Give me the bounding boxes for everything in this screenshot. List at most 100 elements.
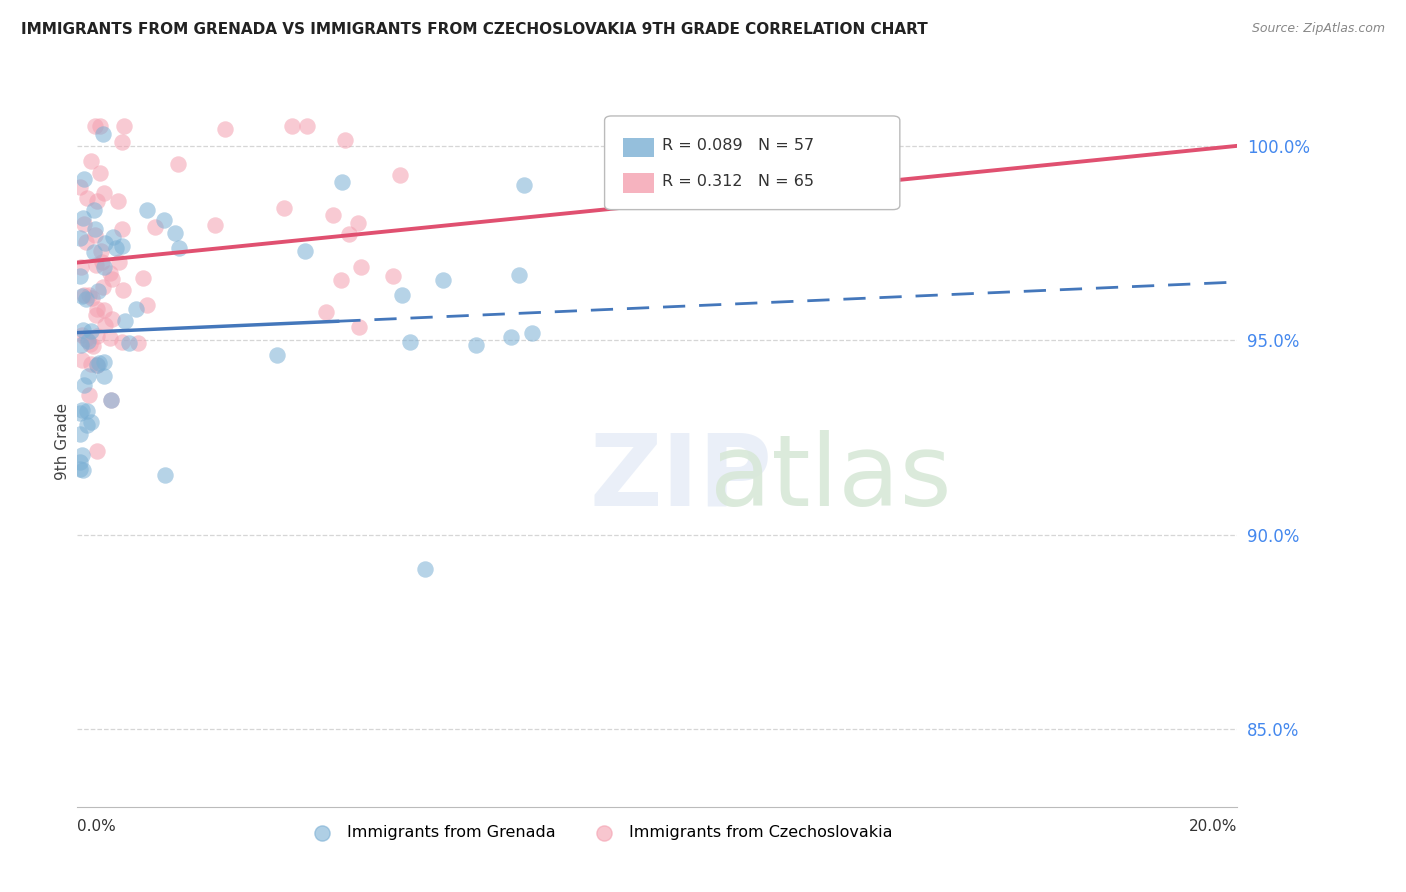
- Point: [153, 467, 176, 482]
- Text: R = 0.312   N = 65: R = 0.312 N = 65: [662, 174, 814, 189]
- Point: [136, 202, 159, 217]
- Point: [79, 357, 101, 371]
- Point: [80, 154, 103, 169]
- Point: [75, 235, 97, 250]
- Point: [70, 288, 93, 302]
- Point: [84, 222, 107, 236]
- Point: [69, 179, 91, 194]
- Point: [132, 271, 155, 285]
- Point: [93, 355, 115, 369]
- Point: [72, 463, 94, 477]
- Point: [98, 266, 121, 280]
- Point: [101, 311, 124, 326]
- Point: [101, 272, 124, 286]
- Point: [69, 268, 91, 283]
- Point: [413, 562, 436, 576]
- Point: [73, 377, 96, 392]
- Point: [87, 284, 110, 298]
- Point: [93, 302, 115, 317]
- Point: [84, 308, 107, 322]
- Point: [80, 415, 103, 429]
- Point: [83, 244, 105, 259]
- Point: [347, 216, 370, 230]
- Point: [108, 254, 131, 268]
- Point: [86, 301, 108, 316]
- Point: [294, 244, 316, 258]
- Point: [93, 186, 115, 201]
- Point: [70, 328, 93, 343]
- Point: [93, 260, 115, 274]
- Point: [76, 404, 98, 418]
- Point: [91, 279, 114, 293]
- Text: 20.0%: 20.0%: [1189, 819, 1237, 834]
- Point: [214, 122, 236, 136]
- Point: [94, 235, 117, 250]
- Point: [73, 217, 96, 231]
- Point: [69, 455, 91, 469]
- Point: [111, 222, 134, 236]
- Text: atlas: atlas: [710, 430, 952, 526]
- Point: [391, 288, 413, 302]
- Point: [513, 178, 536, 192]
- Point: [70, 338, 93, 352]
- Point: [167, 240, 190, 254]
- Point: [93, 127, 115, 141]
- Point: [465, 338, 488, 352]
- Point: [79, 324, 101, 338]
- Y-axis label: 9th Grade: 9th Grade: [55, 403, 70, 480]
- Point: [69, 407, 91, 421]
- Point: [86, 194, 108, 208]
- Point: [93, 368, 115, 383]
- Text: IMMIGRANTS FROM GRENADA VS IMMIGRANTS FROM CZECHOSLOVAKIA 9TH GRADE CORRELATION : IMMIGRANTS FROM GRENADA VS IMMIGRANTS FR…: [21, 22, 928, 37]
- Point: [522, 326, 544, 340]
- Point: [80, 291, 103, 305]
- Point: [499, 329, 522, 343]
- Point: [110, 334, 132, 349]
- Point: [101, 230, 124, 244]
- Point: [118, 335, 141, 350]
- Point: [98, 331, 121, 345]
- Point: [389, 168, 412, 182]
- Point: [349, 260, 371, 275]
- Point: [273, 201, 295, 215]
- Point: [86, 444, 108, 458]
- Point: [69, 260, 91, 274]
- Point: [87, 356, 110, 370]
- Point: [86, 358, 108, 372]
- Text: 0.0%: 0.0%: [77, 819, 117, 834]
- Text: Source: ZipAtlas.com: Source: ZipAtlas.com: [1251, 22, 1385, 36]
- Point: [333, 133, 356, 147]
- Point: [75, 332, 97, 346]
- Text: R = 0.089   N = 57: R = 0.089 N = 57: [662, 138, 814, 153]
- Point: [112, 120, 135, 134]
- Point: [70, 402, 93, 417]
- Point: [70, 353, 93, 368]
- Point: [100, 392, 122, 407]
- Point: [107, 194, 129, 209]
- Point: [86, 329, 108, 343]
- Point: [86, 258, 108, 272]
- Point: [75, 292, 97, 306]
- Point: [114, 314, 136, 328]
- Point: [295, 120, 318, 134]
- Point: [124, 302, 146, 317]
- Point: [90, 244, 112, 259]
- Point: [330, 273, 353, 287]
- Point: [399, 335, 422, 350]
- Point: [382, 268, 405, 283]
- Point: [79, 337, 101, 351]
- Point: [204, 218, 226, 232]
- Point: [330, 175, 353, 189]
- Point: [111, 135, 134, 149]
- Point: [89, 166, 111, 180]
- Point: [79, 388, 101, 402]
- Point: [69, 230, 91, 244]
- Point: [76, 191, 98, 205]
- Point: [104, 241, 127, 255]
- Point: [322, 208, 344, 222]
- Legend: Immigrants from Grenada, Immigrants from Czechoslovakia: Immigrants from Grenada, Immigrants from…: [299, 819, 900, 847]
- Point: [143, 220, 166, 235]
- Point: [73, 288, 96, 302]
- Point: [165, 227, 187, 241]
- Point: [349, 320, 371, 334]
